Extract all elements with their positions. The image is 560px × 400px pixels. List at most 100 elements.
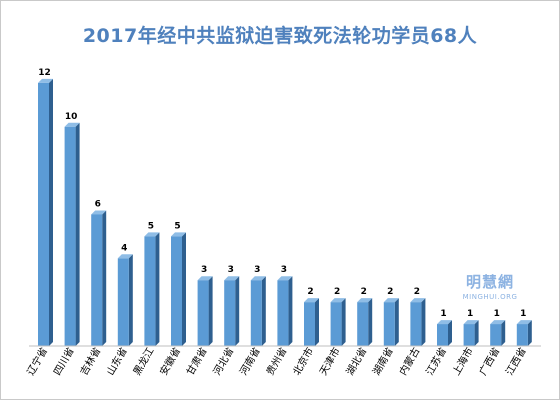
bar-top	[277, 276, 293, 281]
bar-top	[330, 298, 346, 303]
bar-湖北省	[357, 298, 373, 346]
bar-北京市	[304, 298, 319, 346]
bar-front	[437, 324, 448, 346]
bar-top	[91, 210, 107, 215]
bar-side	[208, 276, 213, 346]
bar-黑龙江	[144, 232, 160, 346]
bar-吉林省	[91, 210, 107, 346]
bar-side	[421, 298, 426, 346]
bar-top	[250, 276, 266, 281]
bar-top	[224, 276, 240, 281]
category-label: 天津市	[316, 345, 342, 377]
bar-top	[304, 298, 319, 303]
bar-side	[315, 298, 319, 346]
bar-front	[277, 280, 289, 346]
bar-side	[155, 232, 160, 346]
bar-side	[501, 320, 506, 346]
bar-front	[91, 214, 103, 346]
bar-front	[383, 302, 395, 346]
bar-top	[410, 298, 426, 303]
bar-安徽省	[171, 232, 186, 346]
bar-side	[75, 122, 80, 347]
bar-front	[490, 324, 502, 346]
value-label: 10	[65, 112, 78, 122]
value-label: 5	[174, 221, 180, 231]
bar-天津市	[330, 298, 346, 346]
bar-front	[117, 258, 129, 346]
bar-front	[38, 82, 49, 346]
bar-side	[448, 320, 452, 346]
bar-top	[490, 320, 506, 325]
bar-front	[357, 302, 369, 346]
bar-山东省	[117, 254, 133, 346]
bar-front	[171, 236, 182, 346]
bar-top	[197, 276, 213, 281]
bar-湖南省	[383, 298, 399, 346]
category-label: 河北省	[210, 345, 236, 377]
category-label: 贵州省	[263, 345, 289, 377]
bar-江苏省	[437, 320, 452, 346]
category-label: 上海市	[449, 345, 475, 377]
bar-甘肃省	[197, 276, 213, 346]
bar-front	[64, 126, 76, 347]
chart-title: 2017年经中共监狱迫害致死法轮功学员68人	[82, 25, 478, 47]
value-label: 1	[494, 309, 500, 319]
value-label: 2	[387, 287, 393, 297]
value-label: 12	[38, 68, 51, 78]
bar-top	[64, 122, 80, 127]
category-label: 内蒙古	[396, 345, 422, 377]
value-label: 1	[520, 309, 526, 319]
bar-front	[144, 236, 156, 346]
value-label: 2	[307, 287, 313, 297]
bar-top	[144, 232, 160, 237]
bar-side	[474, 320, 479, 346]
value-label: 3	[201, 265, 207, 275]
category-label: 甘肃省	[183, 345, 209, 377]
category-label: 河南省	[237, 345, 263, 377]
bar-四川省	[64, 122, 80, 347]
bar-辽宁省	[38, 78, 53, 346]
bar-河北省	[224, 276, 240, 346]
value-label: 2	[414, 287, 420, 297]
value-label: 1	[440, 309, 446, 319]
bar-top	[117, 254, 133, 259]
bar-top	[516, 320, 532, 325]
value-label: 2	[334, 287, 340, 297]
bar-side	[261, 276, 266, 346]
value-label: 3	[254, 265, 260, 275]
bar-front	[224, 280, 236, 346]
category-label: 安徽省	[157, 345, 183, 377]
category-label: 江西省	[503, 345, 529, 377]
bar-top	[38, 78, 53, 83]
bar-side	[394, 298, 399, 346]
value-label: 3	[281, 265, 287, 275]
bar-上海市	[463, 320, 479, 346]
bar-side	[102, 210, 107, 346]
bar-side	[49, 78, 53, 346]
category-label: 江苏省	[423, 345, 449, 377]
bar-top	[463, 320, 479, 325]
category-label: 黑龙江	[130, 345, 156, 377]
value-label: 2	[361, 287, 367, 297]
bar-side	[235, 276, 240, 346]
bar-贵州省	[277, 276, 293, 346]
category-label: 四川省	[50, 345, 76, 377]
value-label: 1	[467, 309, 473, 319]
category-label: 吉林省	[77, 345, 103, 377]
bar-河南省	[250, 276, 266, 346]
bar-江西省	[516, 320, 532, 346]
bar-front	[463, 324, 475, 346]
bar-front	[304, 302, 315, 346]
bar-side	[368, 298, 373, 346]
category-label: 北京市	[290, 345, 316, 377]
value-label: 3	[228, 265, 234, 275]
bar-内蒙古	[410, 298, 426, 346]
category-label: 湖北省	[343, 345, 369, 377]
bar-front	[250, 280, 262, 346]
bar-top	[357, 298, 373, 303]
watermark-en: MINGHUI.ORG	[462, 293, 518, 301]
bar-top	[383, 298, 399, 303]
category-label: 辽宁省	[24, 345, 50, 377]
